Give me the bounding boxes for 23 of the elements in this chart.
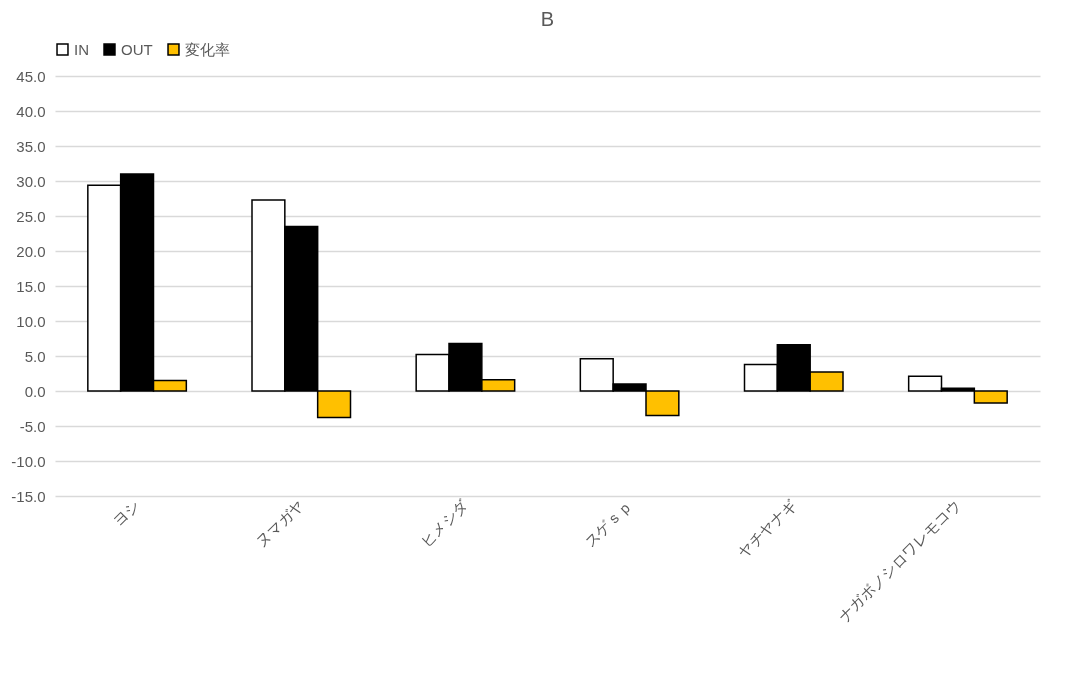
chart-title: B bbox=[540, 8, 555, 30]
y-tick-label: 15.0 bbox=[16, 277, 46, 295]
y-tick-label: 20.0 bbox=[16, 242, 46, 260]
x-tick-label: ヒメシダ bbox=[416, 495, 472, 551]
y-tick-label: 35.0 bbox=[16, 137, 46, 155]
y-tick-label: 30.0 bbox=[16, 172, 46, 190]
y-tick-label: 0.0 bbox=[24, 382, 46, 400]
x-tick-label: ナガボノシロワレモコウ bbox=[834, 496, 964, 625]
y-tick-label: -10.0 bbox=[11, 452, 46, 470]
y-tick-label: 5.0 bbox=[24, 347, 46, 365]
y-tick-label: -5.0 bbox=[19, 417, 46, 435]
legend-label: OUT bbox=[121, 40, 153, 58]
x-tick-label: ヤチヤナギ bbox=[734, 496, 800, 562]
y-tick-label: 10.0 bbox=[16, 312, 46, 330]
y-tick-label: 40.0 bbox=[16, 102, 46, 120]
x-tick-label: ヨシ bbox=[109, 496, 143, 530]
legend-label: 変化率 bbox=[185, 40, 230, 58]
y-tick-label: -15.0 bbox=[11, 487, 46, 505]
x-tick-label: スゲｓｐ bbox=[580, 496, 636, 551]
y-tick-label: 45.0 bbox=[16, 67, 46, 85]
y-tick-label: 25.0 bbox=[16, 207, 46, 225]
legend-label: IN bbox=[74, 40, 89, 58]
x-tick-label: ヌマガヤ bbox=[252, 496, 307, 551]
